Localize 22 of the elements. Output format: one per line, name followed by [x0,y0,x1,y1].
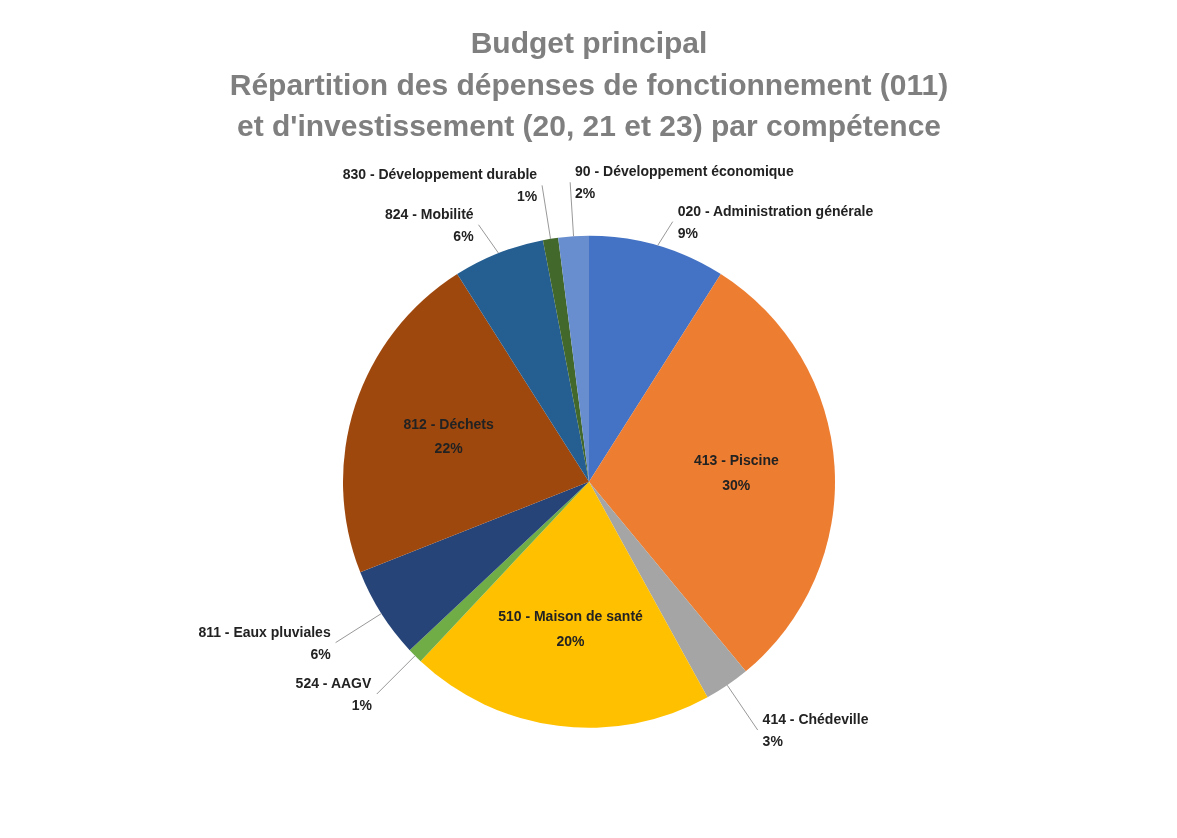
data-label: 6% [310,645,332,662]
data-label: 1% [351,697,373,714]
slice-label: 020 - Administration générale [677,202,874,219]
slice-label: 90 - Développement économique [575,163,794,180]
chart-title: Budget principal [470,25,708,59]
data-label: 1% [516,188,538,205]
chart-subtitle: Répartition des dépenses de fonctionnement (011) et d'investissement (20, 21 et 23) par compétence [229,67,949,143]
data-label: 30% [722,476,751,493]
slice-label: 414 - Chédeville [762,710,869,727]
slice-label: 524 - AAGV [295,674,373,691]
slice-label: 510 - Maison de santé [498,607,644,624]
slice-label: 812 - Déchets [403,415,494,432]
data-label: 22% [434,440,464,457]
slice-label: 413 - Piscine [693,452,779,469]
data-label: 20% [556,632,586,649]
data-label: 2% [575,185,596,202]
slice-label: 830 - Développement durable [342,166,538,183]
data-label: 6% [453,227,475,244]
slice-label: 811 - Eaux pluviales [198,623,331,640]
slice-label: 824 - Mobilité [384,205,474,222]
data-label: 3% [762,733,784,750]
data-label: 9% [677,224,699,241]
